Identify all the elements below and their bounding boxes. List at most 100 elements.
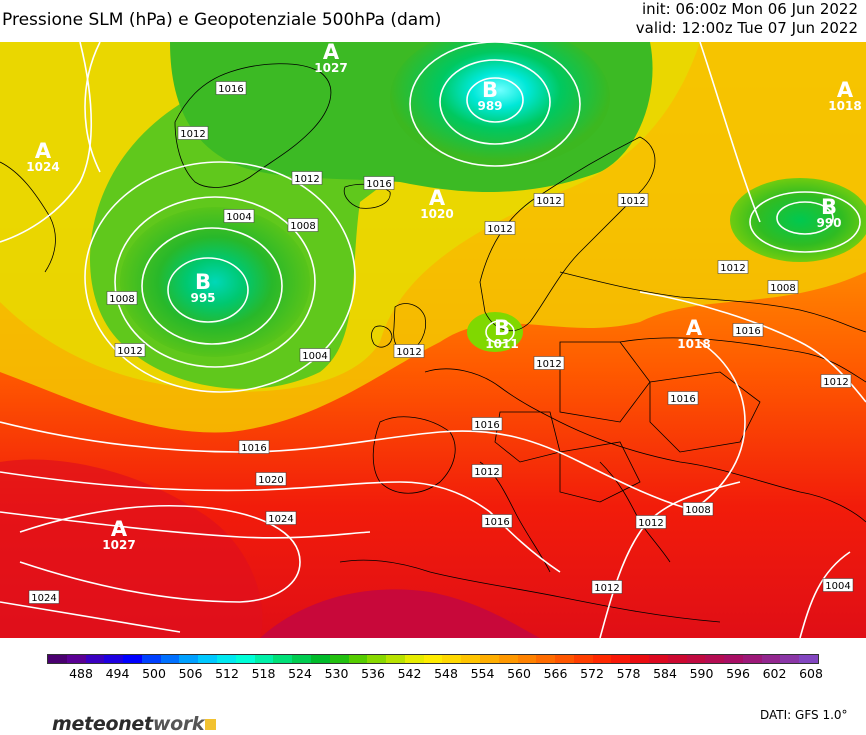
- colorbar-swatch: [235, 655, 255, 663]
- svg-text:1012: 1012: [117, 346, 142, 357]
- pressure-letter: A: [686, 316, 703, 340]
- svg-text:1012: 1012: [594, 583, 619, 594]
- svg-text:1008: 1008: [770, 283, 795, 294]
- svg-text:1004: 1004: [825, 581, 850, 592]
- colorbar-swatch: [517, 655, 537, 663]
- logo-square-icon: [205, 719, 217, 730]
- colorbar-tick-label: 602: [762, 666, 787, 681]
- colorbar-swatch: [292, 655, 311, 663]
- colorbar-swatch: [780, 655, 800, 663]
- colorbar-ticks: 488 494 500 506 512 518 524 530 536 542 548 554 560 5…: [52, 666, 826, 682]
- colorbar-swatch: [141, 655, 161, 663]
- svg-text:1024: 1024: [31, 593, 56, 604]
- isobar-label: 1012: [635, 515, 667, 529]
- pressure-value: 995: [190, 291, 215, 305]
- svg-text:1016: 1016: [218, 84, 243, 95]
- isobar-label: 1004: [299, 348, 331, 362]
- isobar-label: 1008: [767, 280, 799, 294]
- colorbar-swatch: [198, 655, 218, 663]
- colorbar-swatch: [649, 655, 668, 663]
- dark-red-sahara: [260, 589, 540, 638]
- pressure-value: 1024: [26, 160, 59, 174]
- isobar-label: 1024: [265, 511, 297, 525]
- colorbar-swatch: [611, 655, 631, 663]
- svg-text:1016: 1016: [484, 517, 509, 528]
- pressure-value: 1020: [420, 207, 453, 221]
- colorbar-swatch: [592, 655, 612, 663]
- colorbar-swatch: [254, 655, 274, 663]
- colorbar-swatch: [85, 655, 105, 663]
- colorbar-swatch: [179, 655, 199, 663]
- isobar-label: 1016: [732, 323, 764, 337]
- colorbar-tick-label: 572: [580, 666, 604, 681]
- isobar-label: 1024: [28, 590, 60, 604]
- colorbar-swatch: [66, 655, 86, 663]
- isobar-label: 1012: [484, 221, 516, 235]
- pressure-letter: B: [494, 316, 510, 340]
- svg-text:1016: 1016: [366, 179, 391, 190]
- svg-text:1020: 1020: [258, 475, 283, 486]
- colorbar-swatch: [404, 655, 424, 663]
- pressure-letter: A: [111, 517, 128, 541]
- pressure-letter: B: [195, 270, 211, 294]
- colorbar-swatch: [329, 655, 349, 663]
- isobar-label: 1004: [822, 578, 854, 592]
- svg-text:1016: 1016: [241, 443, 266, 454]
- colorbar-tick-label: 500: [142, 666, 166, 681]
- isobars: [0, 42, 866, 638]
- colorbar-tick-label: 518: [251, 666, 276, 681]
- isobar-label: 1012: [393, 344, 425, 358]
- svg-text:1012: 1012: [620, 196, 645, 207]
- isobar-label: 1012: [617, 193, 649, 207]
- pressure-letter: B: [482, 78, 498, 102]
- colorbar-tick-label: 596: [726, 666, 750, 681]
- valid-time: valid: 12:00z Tue 07 Jun 2022: [635, 19, 858, 37]
- colorbar-swatch: [310, 655, 330, 663]
- isobar-label: 1016: [215, 81, 247, 95]
- colorbar-swatch: [536, 655, 556, 663]
- colorbar-tick-label: 536: [361, 666, 385, 681]
- colorbar-swatch: [123, 655, 142, 663]
- pressure-value: 989: [477, 99, 502, 113]
- low-core-russia: [730, 178, 866, 262]
- colorbar-tick-label: 560: [507, 666, 531, 681]
- low-core-north-sea: [467, 312, 523, 352]
- isobar-label: 1008: [287, 218, 319, 232]
- colorbar-tick-label: 590: [689, 666, 714, 681]
- pressure-value: 1018: [677, 337, 710, 351]
- dark-red-west: [0, 459, 263, 638]
- svg-text:1012: 1012: [638, 518, 663, 529]
- low-core-atlantic: [120, 207, 310, 357]
- pressure-letter: B: [821, 195, 837, 219]
- isobar-label: 1016: [481, 514, 513, 528]
- isobar-label: 1012: [717, 260, 749, 274]
- colorbar-swatch: [461, 655, 480, 663]
- colorbar-swatch: [442, 655, 462, 663]
- svg-text:1004: 1004: [226, 212, 251, 223]
- colorbar-tick-label: 512: [215, 666, 239, 681]
- svg-text:1012: 1012: [294, 174, 319, 185]
- colorbar-tick-label: 584: [653, 666, 677, 681]
- run-info: init: 06:00z Mon 06 Jun 2022 valid: 12:0…: [636, 0, 858, 38]
- isobar-label: 1012: [291, 171, 323, 185]
- colorbar-swatch: [48, 655, 67, 663]
- pressure-value: 990: [816, 216, 841, 230]
- svg-text:1008: 1008: [290, 221, 315, 232]
- svg-text:1012: 1012: [396, 347, 421, 358]
- svg-text:1012: 1012: [720, 263, 745, 274]
- colorbar-swatch: [160, 655, 180, 663]
- colorbar-swatch: [367, 655, 387, 663]
- isobar-label: 1008: [106, 291, 138, 305]
- colorbar-tick-label: 548: [434, 666, 458, 681]
- colorbar-tick-label: 488: [69, 666, 93, 681]
- isobar-labels: 1016 1012 1012 1016 1004 1008 1012 1012 1012 1012…: [28, 81, 854, 604]
- pressure-letter: A: [35, 139, 52, 163]
- pressure-value: 1027: [314, 61, 347, 75]
- pressure-value: 1018: [828, 99, 861, 113]
- colorbar-swatch: [705, 655, 725, 663]
- meteonetwork-logo: meteonetwork: [52, 713, 217, 735]
- colorbar-tick-label: 524: [288, 666, 312, 681]
- svg-text:1012: 1012: [474, 467, 499, 478]
